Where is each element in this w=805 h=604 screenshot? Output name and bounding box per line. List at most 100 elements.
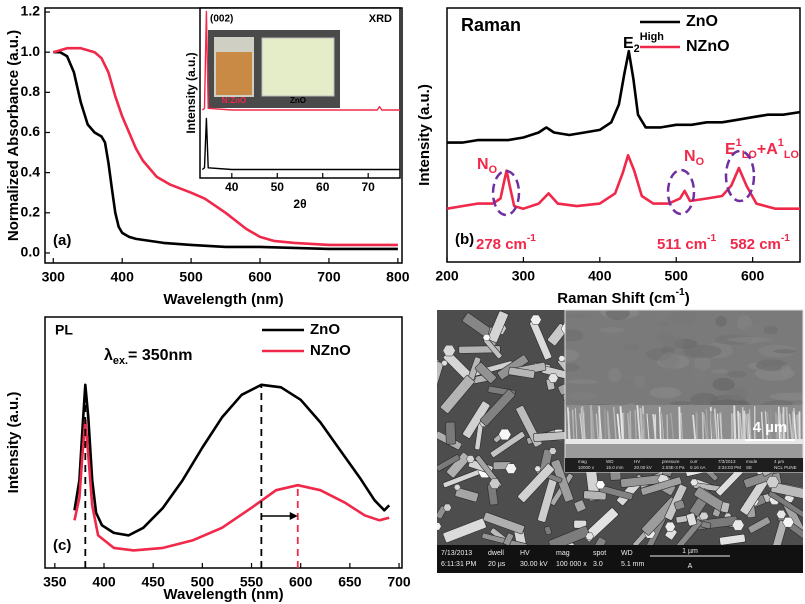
nanorod-tip bbox=[453, 484, 461, 491]
nanorod bbox=[747, 516, 771, 534]
nanorod-tip bbox=[443, 503, 452, 512]
rich-text: 511 cm-1 bbox=[657, 233, 716, 253]
nanorod bbox=[508, 366, 536, 379]
nanorod bbox=[719, 533, 746, 545]
text-part: = 350nm bbox=[128, 347, 192, 364]
inset-substrate-edge bbox=[565, 439, 803, 444]
text-part: 1 bbox=[778, 137, 784, 149]
nanorod bbox=[454, 487, 479, 503]
column-streak bbox=[769, 409, 773, 442]
x-tick-label: 350 bbox=[43, 574, 67, 590]
nanorod-tip bbox=[782, 517, 795, 528]
nanorod-tip bbox=[664, 521, 676, 532]
column-streak bbox=[766, 412, 772, 442]
inset-info-text: 3:34:03 PM bbox=[718, 465, 741, 470]
label: Intensity (a.u.) bbox=[416, 84, 433, 186]
surface-texture bbox=[670, 310, 697, 325]
nanorod bbox=[487, 310, 509, 343]
x-tick-label: 40 bbox=[225, 180, 239, 194]
chart-panel: N:ZnO ZnO (002) XRD 40 50 60 70 2θ Intensity (a.u… bbox=[184, 7, 401, 211]
inset-info-text: mode bbox=[746, 459, 758, 464]
nanorod bbox=[720, 501, 731, 514]
x-tick-label: 400 bbox=[588, 268, 612, 284]
column-streak bbox=[737, 410, 740, 442]
x-tick-label: 600 bbox=[741, 268, 765, 284]
highlight-ellipse bbox=[724, 149, 756, 203]
nanorod bbox=[548, 525, 591, 545]
inset-info-text: SE bbox=[746, 465, 752, 470]
text-part: 278 cm bbox=[476, 236, 527, 253]
column-streak bbox=[670, 413, 675, 442]
text-part: 2 bbox=[634, 43, 640, 55]
data-line bbox=[73, 418, 390, 552]
scale-label: 4 µm bbox=[753, 419, 788, 436]
text-part: O bbox=[696, 156, 704, 168]
nanorod bbox=[768, 490, 803, 520]
surface-texture bbox=[633, 375, 646, 389]
x-tick-label: 600 bbox=[248, 269, 272, 285]
nanorod-tip bbox=[437, 522, 442, 531]
column-streak bbox=[623, 411, 627, 442]
column-streak bbox=[745, 413, 749, 442]
data-line bbox=[52, 46, 398, 247]
chart-title: PL bbox=[55, 322, 73, 338]
column-streak bbox=[627, 413, 631, 442]
rich-text: 278 cm-1 bbox=[476, 233, 536, 253]
column-streak bbox=[703, 414, 708, 442]
surface-texture bbox=[659, 352, 680, 368]
nanorod-tip bbox=[534, 465, 542, 472]
info-text: 5.1 mm bbox=[621, 561, 645, 568]
column-streak bbox=[639, 407, 644, 442]
nanorod-tip bbox=[505, 463, 517, 474]
surface-texture bbox=[599, 326, 626, 333]
inset-info-text: mag bbox=[578, 459, 587, 464]
nanorod-tip bbox=[442, 344, 456, 357]
surface-texture bbox=[726, 387, 748, 401]
info-text: spot bbox=[593, 550, 606, 557]
column-streak bbox=[777, 406, 781, 442]
text-part: E bbox=[725, 141, 736, 158]
inset-info-text: 4 µm bbox=[774, 459, 784, 464]
column-streak bbox=[748, 409, 752, 442]
legend-label: NZnO bbox=[310, 342, 351, 359]
nanorod bbox=[445, 421, 456, 445]
surface-texture bbox=[682, 344, 722, 358]
surface-texture bbox=[565, 379, 599, 384]
info-text: mag bbox=[556, 550, 570, 557]
nanorod bbox=[544, 525, 552, 536]
inset-info-text: 20.00 kV bbox=[634, 465, 652, 470]
label: Intensity (a.u.) bbox=[5, 392, 22, 494]
column-streak bbox=[710, 410, 714, 442]
label: Normalized Absorbance (a.u.) bbox=[5, 30, 22, 241]
surface-texture bbox=[565, 363, 580, 372]
nanorod-tip bbox=[466, 455, 475, 463]
nanorod bbox=[437, 360, 444, 389]
panel-label: (a) bbox=[53, 232, 71, 249]
text-part: -1 bbox=[707, 233, 716, 244]
column-streak bbox=[619, 406, 624, 442]
column-streak bbox=[719, 412, 723, 442]
nanorod bbox=[587, 536, 607, 545]
text-part: High bbox=[640, 31, 664, 43]
x-tick-label: 800 bbox=[386, 269, 410, 285]
text-part: E bbox=[623, 35, 634, 52]
y-tick-label: 0.0 bbox=[21, 244, 41, 260]
column-streak bbox=[658, 406, 662, 442]
column-streak bbox=[606, 413, 610, 442]
surface-texture bbox=[694, 355, 711, 371]
sem-inset bbox=[565, 310, 803, 458]
info-text: WD bbox=[621, 550, 633, 557]
surface-texture bbox=[565, 349, 579, 362]
panel-label: (b) bbox=[455, 231, 474, 248]
column-streak bbox=[713, 408, 718, 442]
column-streak bbox=[705, 409, 709, 442]
surface-texture bbox=[657, 321, 671, 326]
column-streak bbox=[571, 412, 575, 442]
x-tick-label: 650 bbox=[338, 574, 362, 590]
x-tick-label: 450 bbox=[142, 574, 166, 590]
label: Wavelength (nm) bbox=[163, 586, 283, 603]
nanorod bbox=[685, 512, 698, 527]
surface-texture bbox=[653, 311, 673, 319]
